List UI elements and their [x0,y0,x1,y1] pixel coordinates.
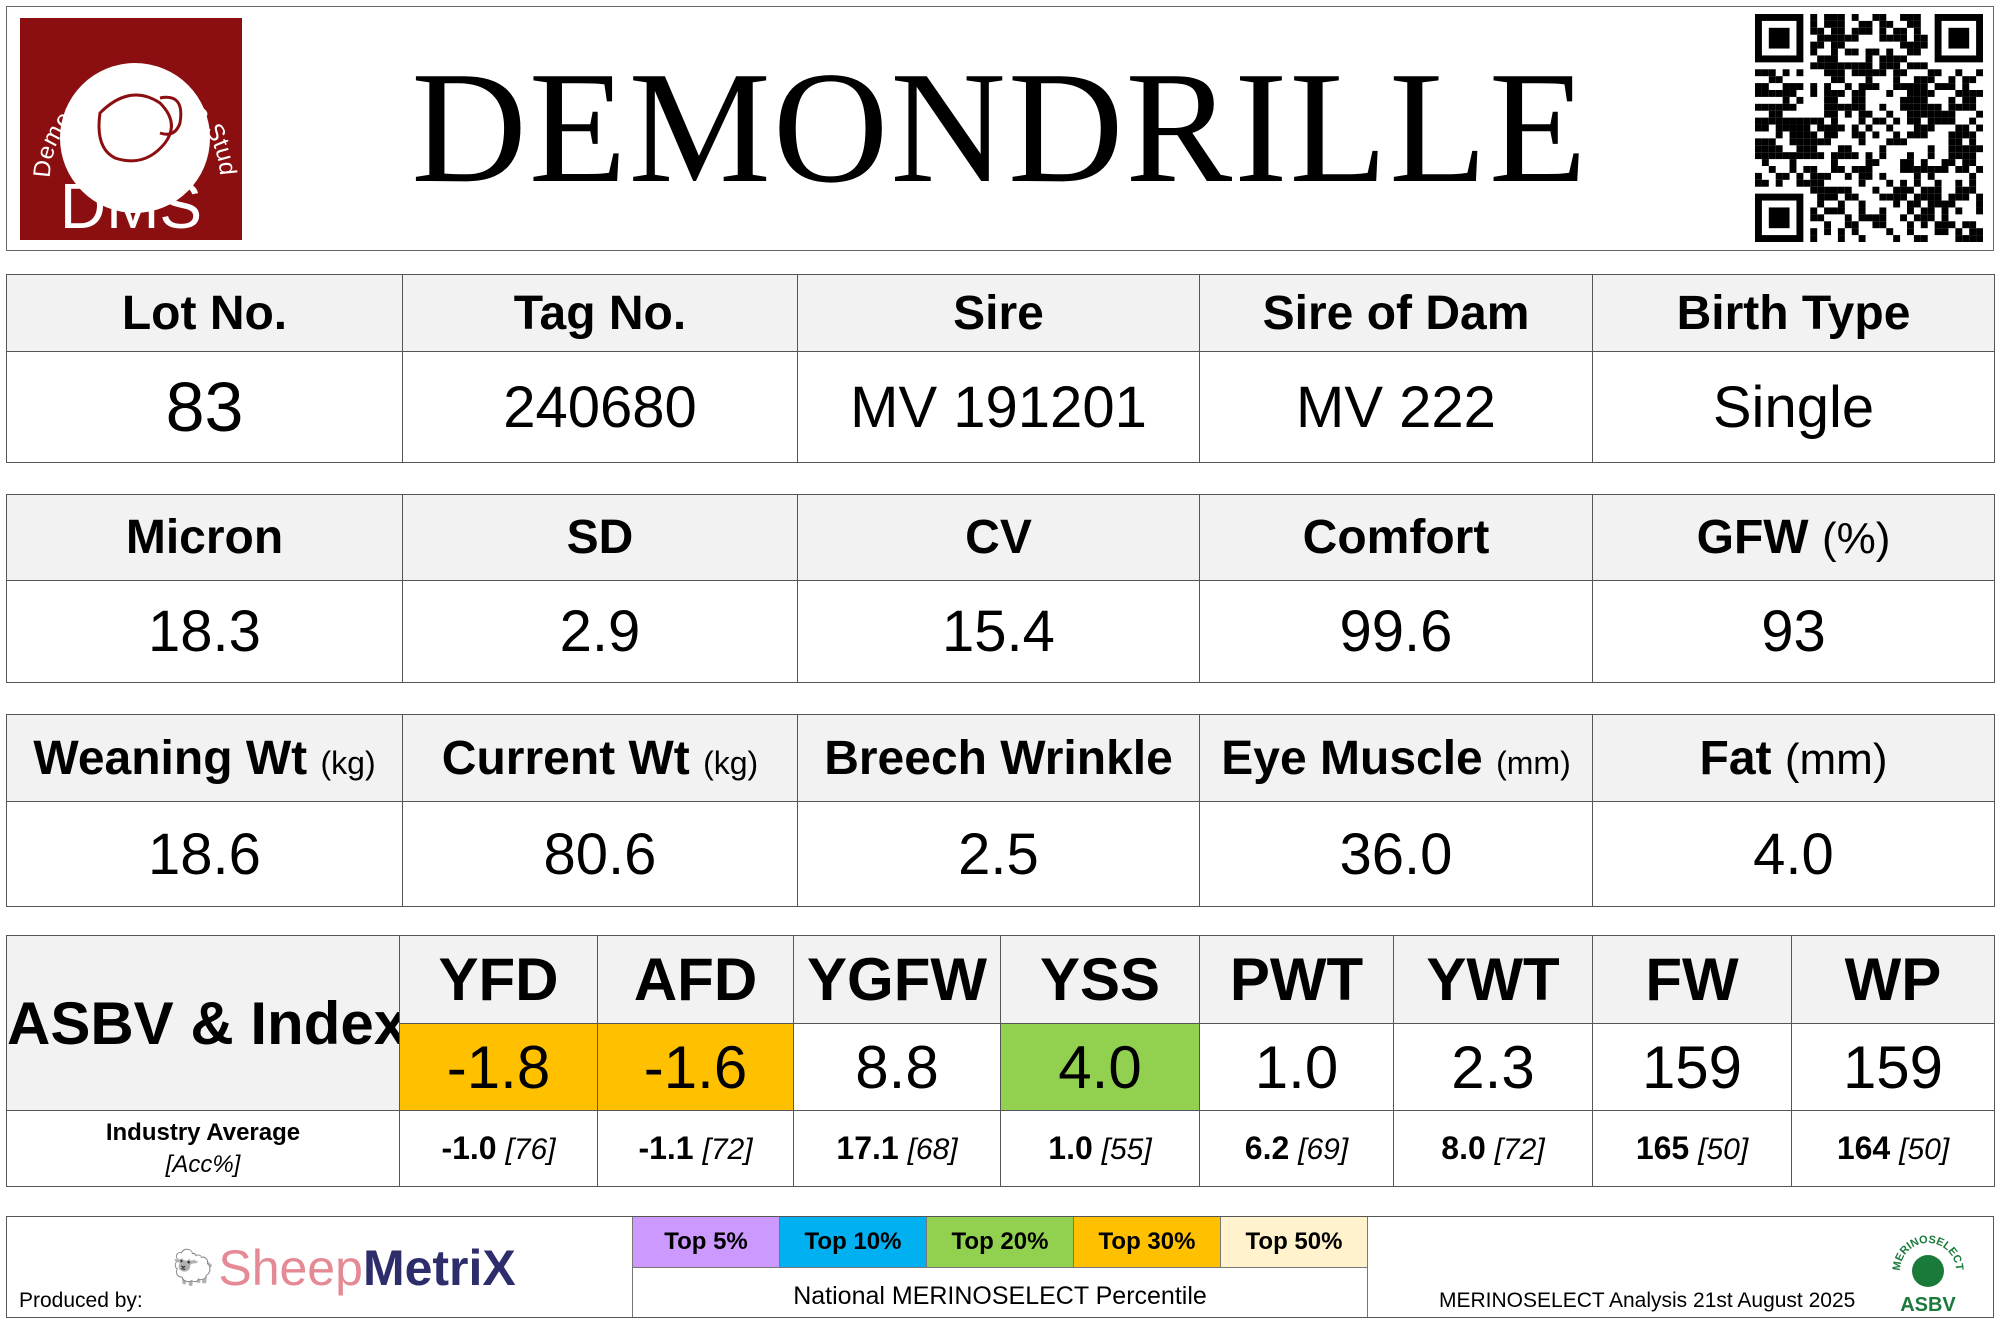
current-wt-value: 80.6 [402,801,798,907]
weaning-wt-value: 18.6 [6,801,403,907]
sire-value: MV 191201 [797,351,1200,463]
industry-average-label: Industry Average [Acc%] [6,1110,400,1187]
legend-item: Top 30% [1074,1217,1221,1268]
wp-header: WP [1791,935,1995,1024]
comfort-header: Comfort [1199,494,1593,581]
comfort-value: 99.6 [1199,580,1593,683]
percentile-legend: National MERINOSELECT Percentile Top 5% T… [632,1217,1368,1317]
fw-header: FW [1592,935,1792,1024]
page-title: DEMONDRILLE [411,38,1589,216]
merinoselect-asbv-badge: MERINOSELECT ASBV [1891,1219,1965,1316]
wp-industry-average: 164 [50] [1791,1110,1995,1187]
sd-value: 2.9 [402,580,798,683]
ywt-header: YWT [1393,935,1593,1024]
sire-of-dam-value: MV 222 [1199,351,1593,463]
svg-text:ASBV: ASBV [1900,1294,1956,1315]
qr-code[interactable] [1755,14,1983,242]
micron-value: 18.3 [6,580,403,683]
wool-table: Micron SD CV Comfort GFW (%) 18.3 2.9 15.4… [6,494,1995,683]
pwt-header: PWT [1199,935,1394,1024]
cv-header: CV [797,494,1200,581]
yfd-industry-average: -1.0 [76] [399,1110,598,1187]
ygfw-value: 8.8 [793,1023,1001,1111]
ywt-industry-average: 8.0 [72] [1393,1110,1593,1187]
ywt-value: 2.3 [1393,1023,1593,1111]
pwt-value: 1.0 [1199,1023,1394,1111]
afd-header: AFD [597,935,794,1024]
tag-no-header: Tag No. [402,274,798,352]
sheep-icon: 🐑 [172,1249,215,1287]
weaning-wt-header: Weaning Wt (kg) [6,714,403,802]
asbv-table: ASBV & Index YFD AFD YGFW YSS PWT YWT FW WP -1.8… [6,935,1995,1187]
lot-no-header: Lot No. [6,274,403,352]
afd-value: -1.6 [597,1023,794,1111]
birth-type-header: Birth Type [1592,274,1995,352]
produced-by-label: Produced by: [19,1289,143,1312]
lot-info-table: Lot No. Tag No. Sire Sire of Dam Birth Type … [6,274,1995,463]
pwt-industry-average: 6.2 [69] [1199,1110,1394,1187]
eye-muscle-value: 36.0 [1199,801,1593,907]
current-wt-header: Current Wt (kg) [402,714,798,802]
fat-header: Fat (mm) [1592,714,1995,802]
eye-muscle-header: Eye Muscle (mm) [1199,714,1593,802]
legend-item: Top 50% [1221,1217,1368,1268]
legend-item: Top 10% [780,1217,927,1268]
breech-wrinkle-header: Breech Wrinkle [797,714,1200,802]
yfd-header: YFD [399,935,598,1024]
cv-value: 15.4 [797,580,1200,683]
sheepmetrix-logo: 🐑 Sheep MetriX [172,1240,516,1296]
svg-text:DMS: DMS [60,170,202,240]
fw-industry-average: 165 [50] [1592,1110,1792,1187]
yss-value: 4.0 [1000,1023,1200,1111]
legend-item: Top 20% [927,1217,1074,1268]
dms-logo: Demondrille Merino Stud DMS [20,18,242,242]
sire-header: Sire [797,274,1200,352]
yfd-value: -1.8 [399,1023,598,1111]
birth-type-value: Single [1592,351,1995,463]
sd-header: SD [402,494,798,581]
yss-header: YSS [1000,935,1200,1024]
footer: Produced by: 🐑 Sheep MetriX National MERI… [6,1216,1994,1318]
body-table: Weaning Wt (kg) Current Wt (kg) Breech W… [6,714,1995,907]
sire-of-dam-header: Sire of Dam [1199,274,1593,352]
fat-value: 4.0 [1592,801,1995,907]
legend-item: Top 5% [633,1217,780,1268]
tag-no-value: 240680 [402,351,798,463]
breech-wrinkle-value: 2.5 [797,801,1200,907]
gfw-value: 93 [1592,580,1995,683]
analysis-date: MERINOSELECT Analysis 21st August 2025 [1439,1289,1856,1312]
wp-value: 159 [1791,1023,1995,1111]
legend-caption: National MERINOSELECT Percentile [793,1282,1207,1310]
gfw-header: GFW (%) [1592,494,1995,581]
ygfw-header: YGFW [793,935,1001,1024]
lot-no-value: 83 [6,351,403,463]
fw-value: 159 [1592,1023,1792,1111]
ygfw-industry-average: 17.1 [68] [793,1110,1001,1187]
asbv-label: ASBV & Index [6,935,400,1111]
micron-header: Micron [6,494,403,581]
header-banner: Demondrille Merino Stud DMS DEMONDRILLE [6,6,1994,251]
afd-industry-average: -1.1 [72] [597,1110,794,1187]
yss-industry-average: 1.0 [55] [1000,1110,1200,1187]
